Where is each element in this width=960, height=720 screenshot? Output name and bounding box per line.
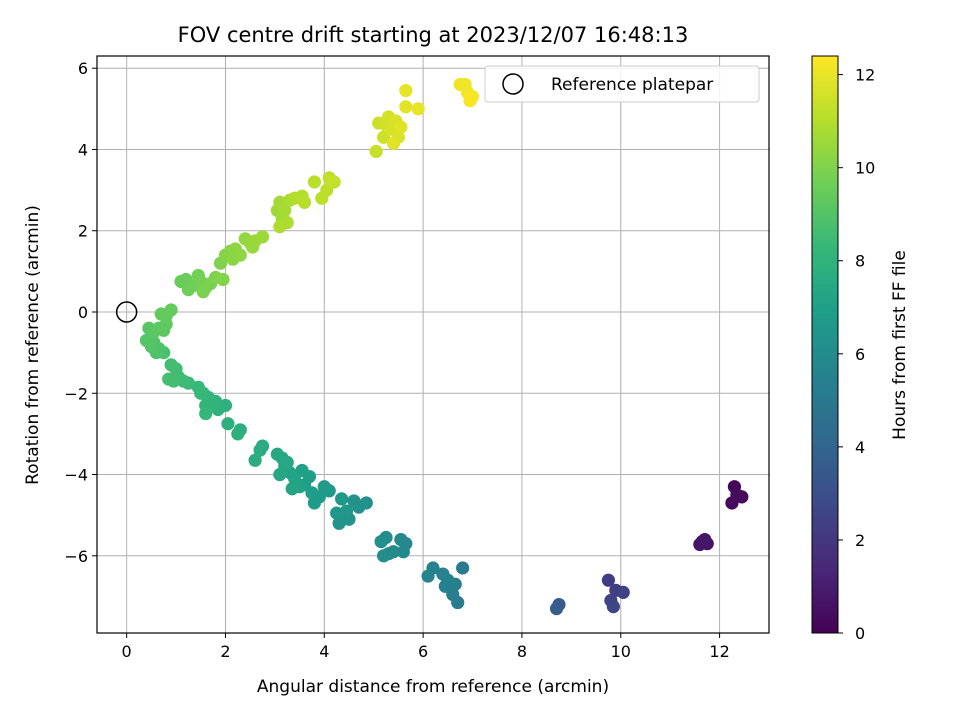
- colorbar-tick-label-1: 2: [855, 531, 865, 550]
- data-point-144: [411, 102, 425, 116]
- data-point-71: [199, 406, 213, 421]
- y-tick-label-2: −2: [64, 384, 88, 403]
- data-point-142: [399, 100, 413, 114]
- data-point-59: [253, 443, 267, 457]
- colorbar-tick-label-2: 4: [855, 438, 865, 457]
- x-tick-label-4: 8: [517, 642, 527, 661]
- data-point-8: [601, 573, 616, 587]
- data-point-7: [698, 532, 712, 547]
- data-point-103: [196, 285, 210, 299]
- colorbar-tick-label-4: 8: [855, 252, 865, 271]
- data-point-140: [394, 120, 408, 134]
- data-point-29: [376, 549, 391, 563]
- y-tick-label-3: 0: [78, 303, 88, 322]
- data-point-14: [549, 602, 564, 616]
- data-point-79: [164, 358, 178, 372]
- legend-entry-label: Reference platepar: [551, 75, 713, 95]
- data-point-111: [233, 248, 247, 262]
- data-point-73: [194, 386, 208, 400]
- colorbar-tick-label-5: 10: [855, 159, 875, 178]
- data-point-143: [399, 83, 413, 98]
- data-point-10: [616, 585, 630, 599]
- data-point-63: [221, 417, 235, 431]
- data-point-38: [330, 506, 344, 520]
- data-point-12: [606, 599, 620, 614]
- colorbar: 0 2 4 6 8 10 12 Hours from first FF file: [811, 55, 910, 643]
- data-point-26: [396, 545, 410, 559]
- y-tick-label-5: 4: [78, 140, 88, 159]
- data-point-55: [273, 467, 287, 482]
- data-point-94: [164, 303, 178, 317]
- data-point-25: [394, 532, 408, 547]
- y-axis-ticks: −6 −4 −2 0 2 4 6: [64, 59, 97, 566]
- plot-frame: [96, 55, 770, 634]
- data-point-31: [374, 534, 388, 549]
- data-point-40: [334, 492, 349, 506]
- x-tick-label-3: 6: [418, 642, 428, 661]
- data-points: [139, 77, 749, 616]
- colorbar-ticks: 0 2 4 6 8 10 12: [838, 66, 875, 643]
- data-point-141: [386, 136, 401, 150]
- data-point-131: [327, 175, 341, 189]
- data-point-23: [421, 569, 435, 583]
- data-point-34: [347, 494, 361, 508]
- data-point-106: [216, 272, 230, 287]
- data-point-127: [307, 175, 322, 189]
- colorbar-gradient: [811, 55, 839, 634]
- data-point-120: [278, 203, 292, 218]
- x-tick-label-5: 10: [611, 642, 631, 661]
- data-point-132: [369, 144, 383, 159]
- legend: Reference platepar: [484, 65, 760, 103]
- y-tick-label-4: 2: [78, 222, 88, 241]
- data-point-42: [317, 480, 331, 494]
- colorbar-tick-label-0: 0: [855, 624, 865, 643]
- data-point-39: [339, 504, 354, 518]
- data-point-149: [463, 94, 477, 108]
- data-point-52: [285, 482, 299, 496]
- legend-box: [484, 65, 760, 103]
- colorbar-tick-label-3: 6: [855, 345, 865, 364]
- data-point-15: [456, 561, 470, 575]
- data-point-60: [248, 453, 262, 467]
- legend-marker-icon: [502, 73, 524, 95]
- x-tick-label-2: 4: [319, 642, 329, 661]
- colorbar-label: Hours from first FF file: [890, 250, 910, 440]
- grid-lines: [97, 56, 769, 633]
- x-tick-label-0: 0: [122, 642, 132, 661]
- data-point-116: [255, 230, 270, 244]
- data-point-80: [162, 372, 176, 386]
- x-axis-label: Angular distance from reference (arcmin): [257, 677, 609, 697]
- colorbar-tick-label-6: 12: [855, 66, 875, 85]
- data-point-20: [438, 579, 452, 593]
- data-point-123: [273, 220, 287, 234]
- data-point-44: [307, 496, 322, 510]
- x-axis-ticks: 0 2 4 6 8 10 12: [122, 633, 730, 661]
- y-tick-label-1: −4: [64, 466, 88, 485]
- x-tick-label-1: 2: [220, 642, 230, 661]
- y-tick-label-0: −6: [64, 547, 88, 566]
- y-tick-label-6: 6: [78, 59, 88, 78]
- data-point-62: [231, 427, 245, 441]
- reference-platepar-marker: [115, 301, 138, 323]
- data-point-37: [332, 516, 346, 530]
- data-point-126: [297, 195, 312, 209]
- x-tick-label-6: 12: [709, 642, 729, 661]
- data-point-57: [270, 447, 284, 461]
- y-axis-label: Rotation from reference (arcmin): [23, 205, 43, 485]
- chart-title: FOV centre drift starting at 2023/12/07 …: [178, 23, 689, 47]
- data-point-56: [280, 455, 294, 469]
- data-point-21: [436, 567, 450, 581]
- data-point-3: [730, 488, 744, 502]
